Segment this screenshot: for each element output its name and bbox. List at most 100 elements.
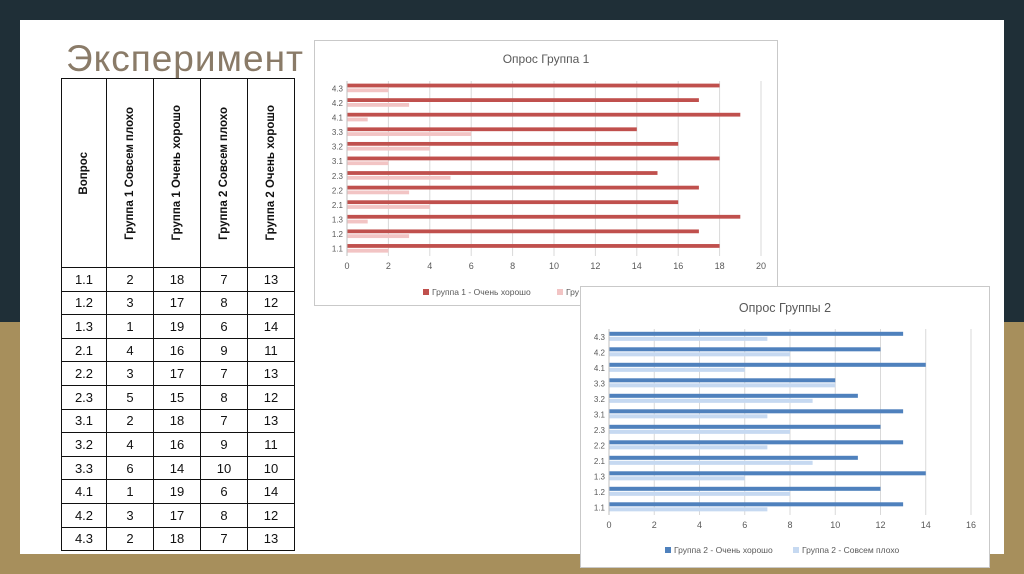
- y-tick-label: 3.1: [594, 410, 606, 419]
- x-tick-label: 10: [549, 261, 559, 271]
- y-tick-label: 2.3: [594, 426, 606, 435]
- value-cell: 8: [200, 290, 248, 316]
- y-tick-label: 2.2: [594, 441, 606, 450]
- bar-7: [609, 409, 904, 414]
- value-cell: 12: [247, 290, 295, 316]
- value-cell: 7: [200, 526, 248, 552]
- value-cell: 7: [200, 408, 248, 434]
- value-cell: 18: [153, 526, 201, 552]
- bar-8-alt: [609, 398, 813, 403]
- results-table: Вопрос Группа 1 Совсем плохо Группа 1 Оч…: [61, 78, 295, 552]
- chart-group-2-svg: Опрос Группы 2 0 2 4 6 8 10 12 14 16 1.1 1.2 1.3 2.1 2…: [594, 301, 976, 555]
- value-cell: 17: [153, 290, 201, 316]
- table-row: 2.3 5 15 8 12: [61, 384, 295, 410]
- bar-9-alt: [347, 132, 472, 136]
- bar-9: [347, 127, 637, 132]
- value-cell: 14: [153, 455, 201, 481]
- bar-8: [347, 141, 679, 146]
- x-tick-label: 14: [632, 261, 642, 271]
- bar-6: [609, 424, 881, 429]
- y-tick-label: 1.3: [594, 472, 606, 481]
- question-cell: 2.1: [61, 337, 107, 363]
- y-tick-label: 3.1: [332, 157, 344, 166]
- bar-2: [609, 486, 881, 491]
- value-cell: 4: [106, 337, 154, 363]
- question-cell: 2.2: [61, 361, 107, 386]
- y-tick-label: 1.1: [332, 245, 344, 254]
- bar-2: [347, 229, 699, 234]
- value-cell: 12: [247, 502, 295, 528]
- value-cell: 14: [247, 314, 295, 339]
- bar-3: [347, 214, 741, 219]
- bar-11-alt: [347, 103, 410, 107]
- bar-11: [609, 347, 881, 352]
- y-tick-label: 4.3: [332, 84, 344, 93]
- bar-12: [609, 331, 904, 336]
- table-header-row: Вопрос Группа 1 Совсем плохо Группа 1 Оч…: [61, 78, 295, 268]
- table-header-cell: Группа 2 Очень хорошо: [247, 78, 295, 268]
- table-row: 3.2 4 16 9 11: [61, 432, 295, 457]
- y-tick-label: 4.2: [332, 99, 344, 108]
- value-cell: 16: [153, 432, 201, 457]
- table-row: 4.1 1 19 6 14: [61, 479, 295, 504]
- value-cell: 6: [200, 314, 248, 339]
- table-header-cell: Группа 2 Совсем плохо: [200, 78, 248, 268]
- question-cell: 3.3: [61, 455, 107, 481]
- value-cell: 19: [153, 479, 201, 504]
- x-tick-label: 14: [921, 520, 931, 530]
- table-row: 1.1 2 18 7 13: [61, 267, 295, 292]
- value-cell: 8: [200, 384, 248, 410]
- bar-3-alt: [609, 476, 745, 481]
- y-tick-label: 1.2: [594, 488, 606, 497]
- x-tick-label: 6: [742, 520, 747, 530]
- value-cell: 1: [106, 479, 154, 504]
- y-tick-label: 3.2: [594, 395, 606, 404]
- table-row: 2.1 4 16 9 11: [61, 337, 295, 363]
- value-cell: 19: [153, 314, 201, 339]
- table-row: 4.2 3 17 8 12: [61, 502, 295, 528]
- y-tick-label: 1.3: [332, 216, 344, 225]
- bar-1: [347, 244, 720, 248]
- table-body: 1.1 2 18 7 13 1.2 3 17 8 12 1.3 1 19 6 14 2.1 4 16 9 11 2.2 3…: [61, 267, 295, 552]
- bar-9: [609, 378, 836, 383]
- bar-8: [609, 393, 858, 398]
- legend-label: Гру: [566, 287, 580, 297]
- question-cell: 4.2: [61, 502, 107, 528]
- table-header-cell: Группа 1 Совсем плохо: [106, 78, 154, 268]
- bar-3: [609, 471, 926, 476]
- x-tick-label: 2: [652, 520, 657, 530]
- bar-10: [347, 112, 741, 117]
- value-cell: 18: [153, 408, 201, 434]
- value-cell: 7: [200, 267, 248, 292]
- question-cell: 1.2: [61, 290, 107, 316]
- bar-7-alt: [609, 414, 768, 419]
- bar-2-alt: [347, 234, 410, 239]
- table-row: 4.3 2 18 7 13: [61, 526, 295, 552]
- bar-1-alt: [609, 507, 768, 512]
- table-row: 3.3 6 14 10 10: [61, 455, 295, 481]
- y-tick-label: 2.1: [594, 457, 606, 466]
- value-cell: 2: [106, 526, 154, 552]
- table-header-cell: Группа 1 Очень хорошо: [153, 78, 201, 268]
- value-cell: 14: [247, 479, 295, 504]
- legend-swatch: [557, 289, 563, 295]
- bar-10: [609, 362, 926, 367]
- bar-5-alt: [609, 445, 768, 450]
- bar-10-alt: [347, 117, 368, 122]
- value-cell: 17: [153, 361, 201, 386]
- x-tick-label: 18: [715, 261, 725, 271]
- x-tick-label: 20: [756, 261, 766, 271]
- x-tick-label: 0: [344, 261, 349, 271]
- y-tick-label: 4.3: [594, 333, 606, 342]
- value-cell: 18: [153, 267, 201, 292]
- legend-swatch: [665, 547, 671, 553]
- question-cell: 1.3: [61, 314, 107, 339]
- chart-title: Опрос Группа 1: [503, 52, 590, 66]
- value-cell: 13: [247, 361, 295, 386]
- value-cell: 7: [200, 361, 248, 386]
- bar-7: [347, 156, 720, 161]
- bar-4-alt: [609, 460, 813, 465]
- legend-swatch: [423, 289, 429, 295]
- value-cell: 13: [247, 526, 295, 552]
- y-tick-label: 3.2: [332, 143, 344, 152]
